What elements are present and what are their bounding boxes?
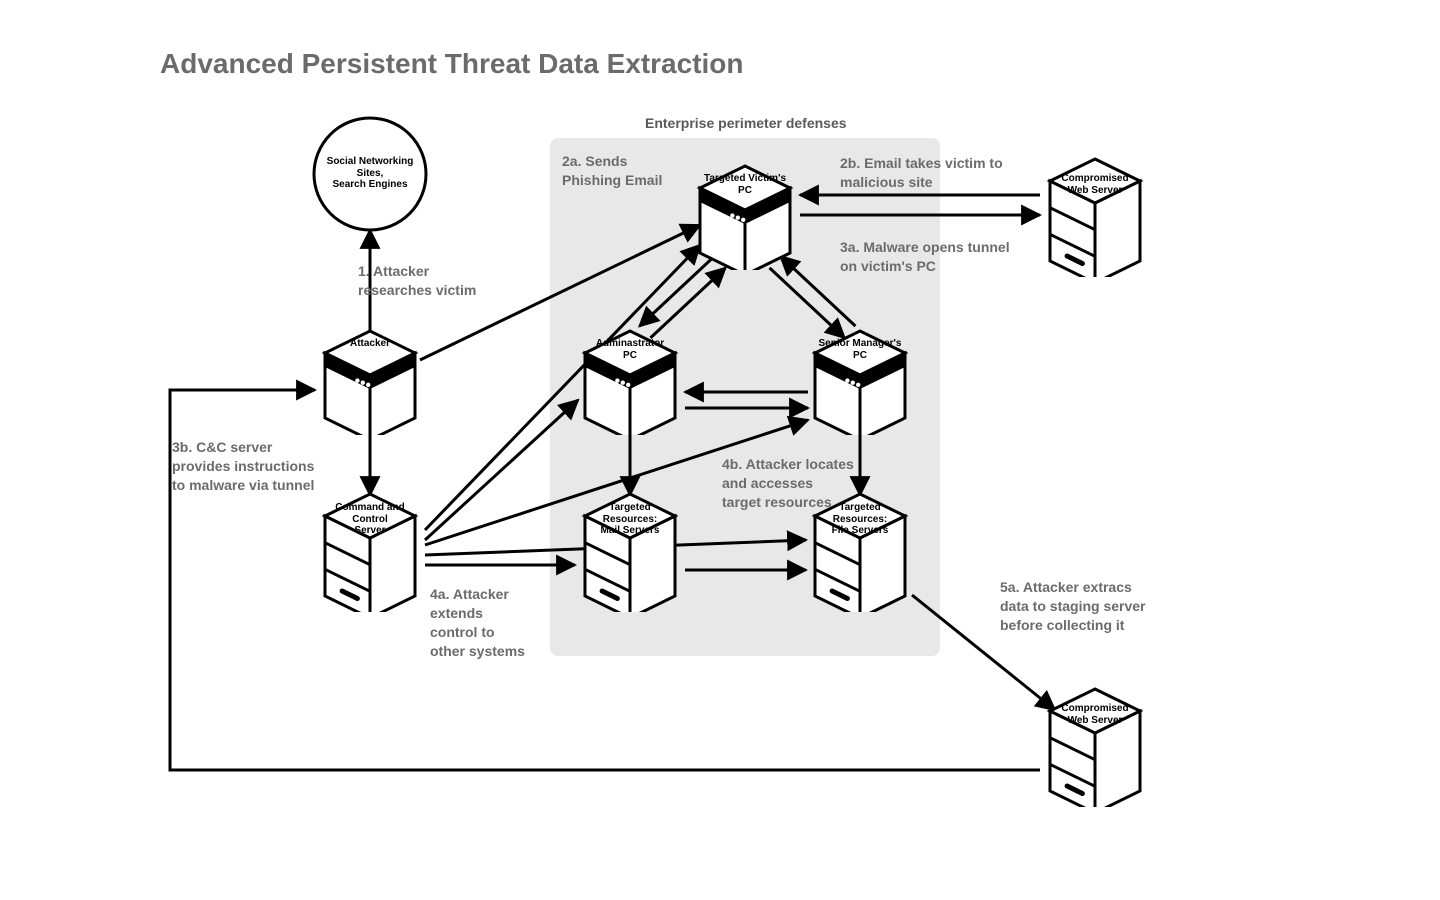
node-social: Social Networking Sites, Search Engines: [310, 114, 430, 234]
perimeter-label: Enterprise perimeter defenses: [645, 115, 847, 131]
node-label-victim: Targeted Victim's PC: [685, 173, 805, 196]
node-manager: Senior Manager's PC: [800, 325, 920, 435]
node-label-manager: Senior Manager's PC: [800, 338, 920, 361]
node-label-mail: Targeted Resources: Mail Servers: [570, 502, 690, 537]
node-label-admin: Adminastrator PC: [570, 338, 690, 361]
node-label-cc: Command and Control Server: [310, 502, 430, 537]
annotation-0: 1. Attacker researches victim: [358, 262, 476, 300]
node-mail: Targeted Resources: Mail Servers: [570, 488, 690, 612]
annotation-1: 2a. Sends Phishing Email: [562, 152, 662, 190]
node-attacker: Attacker: [310, 325, 430, 435]
annotation-3: 3a. Malware opens tunnel on victim's PC: [840, 238, 1010, 276]
node-label-webserver2: Compromised Web Server: [1035, 703, 1155, 726]
node-label-attacker: Attacker: [310, 338, 430, 350]
node-victim: Targeted Victim's PC: [685, 160, 805, 270]
node-webserver1: Compromised Web Server: [1035, 153, 1155, 277]
node-label-files: Targeted Resources: File Servers: [800, 502, 920, 537]
node-webserver2: Compromised Web Server: [1035, 683, 1155, 807]
page-title: Advanced Persistent Threat Data Extracti…: [160, 48, 744, 80]
node-admin: Adminastrator PC: [570, 325, 690, 435]
annotation-7: 5a. Attacker extracs data to staging ser…: [1000, 578, 1146, 635]
annotation-4: 3b. C&C server provides instructions to …: [172, 438, 314, 495]
annotation-2: 2b. Email takes victim to malicious site: [840, 154, 1003, 192]
node-label-social: Social Networking Sites, Search Engines: [310, 156, 430, 191]
annotation-5: 4a. Attacker extends control to other sy…: [430, 585, 525, 661]
node-files: Targeted Resources: File Servers: [800, 488, 920, 612]
node-label-webserver1: Compromised Web Server: [1035, 173, 1155, 196]
node-cc: Command and Control Server: [310, 488, 430, 612]
